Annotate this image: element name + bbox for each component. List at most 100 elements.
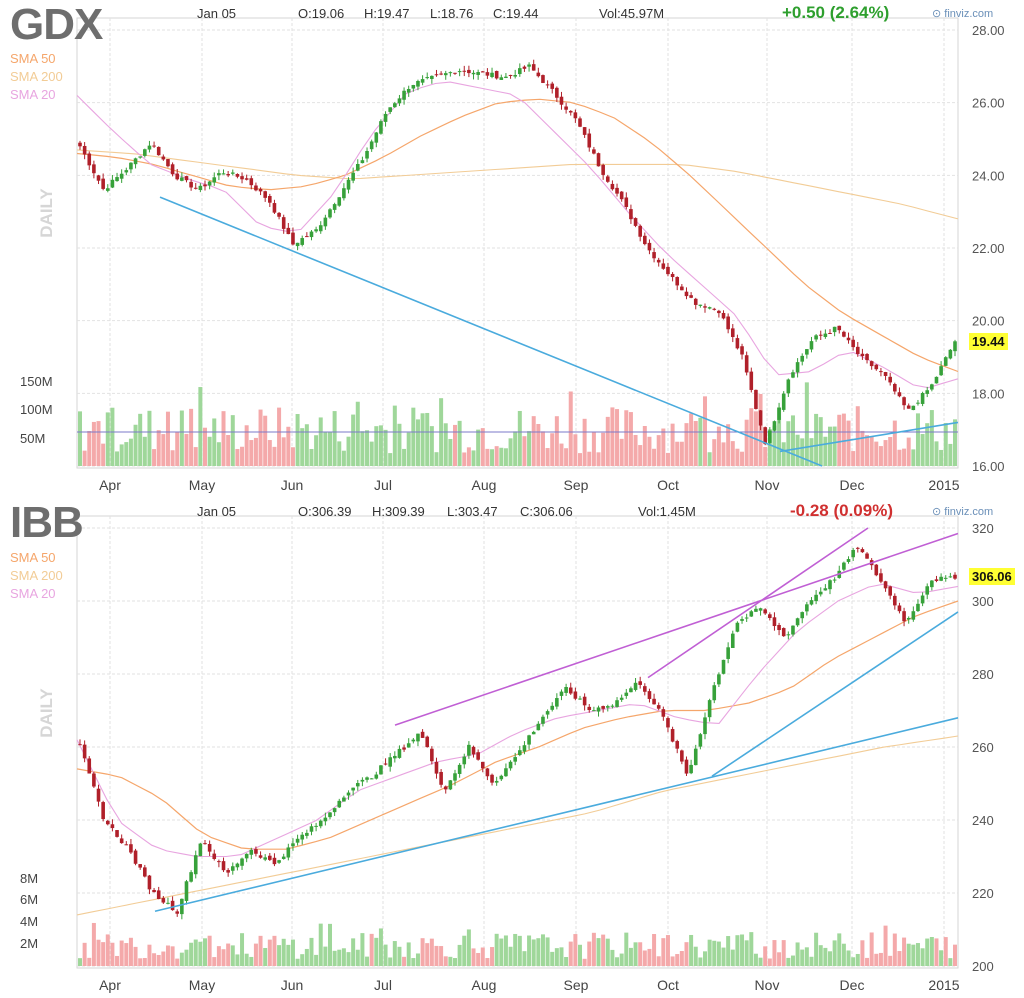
candle-body <box>703 717 707 735</box>
volume-bar <box>591 932 596 966</box>
volume-bar <box>420 413 425 466</box>
volume-bar <box>378 928 383 966</box>
candle-body <box>406 743 411 748</box>
volume-bar <box>369 933 374 966</box>
candle-body <box>360 779 365 782</box>
candle-body <box>906 405 911 409</box>
candle-body <box>559 691 564 696</box>
volume-bar <box>527 431 532 466</box>
candle-body <box>96 175 101 181</box>
ibb-date: Jan 05 <box>197 504 237 519</box>
volume-bar <box>851 957 856 966</box>
candle-body <box>476 752 480 760</box>
volume-bar <box>656 435 661 466</box>
volume-bar <box>758 957 763 966</box>
volume-bar <box>457 944 462 966</box>
volume-bar <box>124 442 129 466</box>
volume-bar <box>346 436 351 466</box>
volume-bar <box>804 382 809 466</box>
candle-body <box>596 707 601 712</box>
volume-bar <box>272 446 277 466</box>
candle-body <box>828 332 832 334</box>
candle-body <box>573 112 578 119</box>
candle-body <box>883 581 888 589</box>
volume-bar <box>240 933 245 966</box>
candle-body <box>828 580 832 590</box>
x-tick-label: Sep <box>564 477 589 493</box>
volume-bar <box>582 958 587 966</box>
candle-body <box>254 849 258 854</box>
candle-body <box>601 706 605 709</box>
candle-body <box>189 872 193 882</box>
gdx-brand[interactable]: ⊙ finviz.com <box>932 7 993 20</box>
candle-body <box>314 229 318 232</box>
ibb-chart-panel: Apr May Jun Jul Aug Sep Oct Nov Dec 2015 320 300 280… <box>0 498 1024 998</box>
volume-bar <box>355 949 360 966</box>
plot-frame <box>76 17 959 469</box>
volume-bar <box>573 434 578 466</box>
volume-bar <box>804 947 809 966</box>
ibb-brand[interactable]: ⊙ finviz.com <box>932 505 993 518</box>
candle-body <box>156 890 161 900</box>
candle-body <box>281 856 286 859</box>
candle-body <box>420 79 425 83</box>
candle-body <box>629 688 633 693</box>
volume-bar <box>591 432 596 466</box>
volume-axis-label: 50M <box>20 431 45 446</box>
candle-body <box>161 898 166 903</box>
candle-body <box>893 595 897 606</box>
candle-body <box>735 338 740 349</box>
candle-body <box>379 121 383 134</box>
volume-bar <box>721 442 726 466</box>
volume-bar <box>383 429 388 466</box>
candle-body <box>434 74 439 76</box>
candle-body <box>119 173 124 179</box>
volume-bar <box>300 954 305 966</box>
ibb-low: L:303.47 <box>447 504 498 519</box>
volume-bar <box>716 941 721 966</box>
volume-bar <box>818 945 823 966</box>
volume-bar <box>429 426 434 466</box>
candle-body <box>105 820 110 825</box>
candle-body <box>369 778 374 780</box>
volume-bar <box>105 412 110 466</box>
volume-bar <box>198 941 203 966</box>
volume-bar <box>78 958 82 966</box>
volume-bar <box>314 435 319 466</box>
candle-body <box>230 172 235 174</box>
volume-bar <box>258 935 263 966</box>
candle-body <box>351 787 355 791</box>
candle-body <box>619 191 624 200</box>
volume-bar <box>948 958 953 966</box>
candle-body <box>911 405 916 411</box>
candle-body <box>582 127 587 135</box>
candle-body <box>522 66 527 69</box>
candle-body <box>198 843 203 857</box>
volume-bar <box>249 956 254 966</box>
volume-bar <box>892 933 897 966</box>
volume-bar <box>230 415 235 466</box>
volume-bar <box>365 956 370 966</box>
volume-bar <box>642 950 647 966</box>
candle-body <box>564 106 568 110</box>
candle-body <box>809 341 814 350</box>
x-tick-label: Dec <box>840 977 865 993</box>
candle-body <box>721 312 726 319</box>
volume-bar <box>846 420 851 466</box>
finviz-icon: ⊙ <box>932 506 945 518</box>
volume-bar <box>675 954 680 966</box>
candle-body <box>411 739 416 742</box>
candle-body <box>411 85 416 89</box>
volume-bar <box>624 410 629 466</box>
candle-body <box>707 307 712 309</box>
volume-bar <box>531 416 536 466</box>
candle-body <box>434 761 439 774</box>
gdx-header: GDX Jan 05 O:19.06 H:19.47 L:18.76 C:19.… <box>0 0 1024 49</box>
candle-body <box>124 844 129 846</box>
volume-bar <box>605 938 610 966</box>
candle-body <box>730 328 735 338</box>
candle-body <box>536 723 541 731</box>
candle-body <box>147 875 152 890</box>
volume-bar <box>786 421 791 466</box>
volume-bar <box>119 444 124 466</box>
